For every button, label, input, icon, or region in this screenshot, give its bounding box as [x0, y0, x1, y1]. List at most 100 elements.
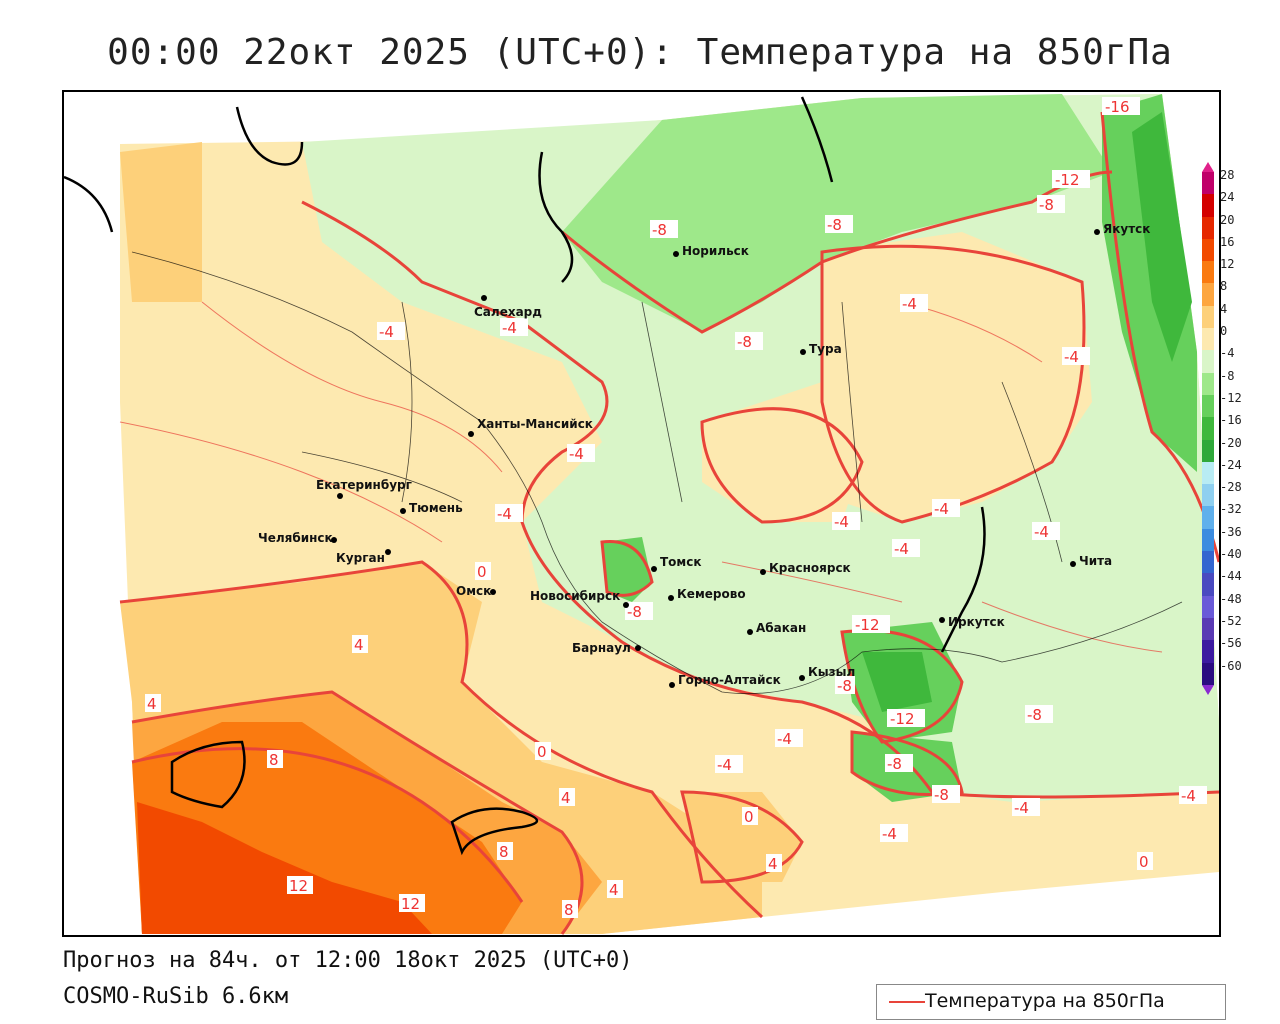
legend: Температура на 850гПа [876, 984, 1226, 1020]
colorbar-segment [1202, 350, 1214, 373]
svg-text:-8: -8 [1039, 196, 1054, 214]
colorbar-tick-label: 24 [1220, 190, 1235, 205]
colorbar-segment [1202, 172, 1214, 195]
svg-text:0: 0 [1139, 853, 1149, 871]
svg-text:-16: -16 [1105, 98, 1130, 116]
colorbar-segment [1202, 595, 1214, 618]
city-marker: Ханты-Мансийск [468, 417, 593, 437]
colorbar-tick-label: -4 [1220, 346, 1235, 361]
svg-text:-12: -12 [1055, 171, 1080, 189]
svg-text:-4: -4 [1064, 348, 1079, 366]
colorbar-segment [1202, 261, 1214, 284]
svg-text:Красноярск: Красноярск [769, 561, 851, 575]
contour-label: 4 [145, 694, 161, 713]
contour-label: -4 [495, 504, 523, 523]
svg-text:Омск: Омск [456, 584, 491, 598]
contour-label: -16 [1102, 97, 1140, 116]
colorbar-top-arrow [1202, 162, 1214, 172]
colorbar-tick-label: -40 [1220, 547, 1242, 562]
svg-text:-8: -8 [737, 333, 752, 351]
colorbar-tick-label: -28 [1220, 480, 1242, 495]
svg-text:Томск: Томск [660, 555, 702, 569]
map-title: 00:00 22окт 2025 (UTC+0): Температура на… [107, 32, 1173, 73]
city-marker: Горно-Алтайск [669, 673, 781, 688]
svg-text:Барнаул: Барнаул [572, 641, 631, 655]
colorbar-segment [1202, 573, 1214, 596]
city-marker: Кызыл [799, 665, 855, 681]
colorbar-segment [1202, 617, 1214, 641]
colorbar-segment [1202, 305, 1214, 329]
svg-text:-4: -4 [882, 825, 897, 843]
colorbar-segment [1202, 551, 1214, 574]
svg-text:-4: -4 [569, 445, 584, 463]
colorbar-tick-label: -36 [1220, 524, 1242, 539]
svg-text:-4: -4 [502, 319, 517, 337]
contour-label: 8 [497, 842, 513, 861]
contour-label: -4 [900, 294, 928, 313]
legend-swatch [889, 1001, 925, 1003]
colorbar-tick-label: 8 [1220, 279, 1228, 294]
svg-text:0: 0 [744, 808, 754, 826]
contour-label: -12 [887, 709, 925, 728]
contour-label: 0 [475, 562, 491, 581]
contour-label: 0 [1137, 852, 1153, 871]
colorbar-tick-label: -44 [1220, 569, 1242, 584]
colorbar-segment [1202, 394, 1214, 418]
colorbar-tick-label: 16 [1220, 234, 1235, 249]
colorbar-labels: 28 24 20 16 12 8 4 0 -4 -8 -12 -16 -20 -24 -28 -32 -36 -4… [1220, 164, 1242, 677]
contour-label: -8 [932, 785, 960, 804]
svg-text:Кызыл: Кызыл [808, 665, 855, 679]
colorbar-tick-label: 28 [1220, 168, 1235, 182]
colorbar-segment [1202, 194, 1214, 217]
svg-text:-4: -4 [1181, 787, 1196, 805]
contour-label: 4 [607, 880, 623, 899]
colorbar-tick-label: -48 [1220, 591, 1242, 606]
colorbar-segment [1202, 640, 1214, 663]
svg-text:Абакан: Абакан [756, 621, 806, 635]
colorbar-segment [1202, 216, 1214, 239]
city-marker: Норильск [673, 244, 749, 258]
contour-label: -4 [1179, 786, 1207, 805]
colorbar-tick-label: -8 [1220, 368, 1235, 383]
contour-label: -4 [715, 755, 743, 774]
contour-label: -8 [1025, 705, 1053, 724]
colorbar-tick-label: -32 [1220, 502, 1242, 517]
contour-label: 4 [766, 854, 782, 873]
svg-text:4: 4 [609, 881, 619, 899]
colorbar-tick-label: 4 [1220, 301, 1228, 316]
svg-text:4: 4 [561, 789, 571, 807]
city-marker: Новосибирск [530, 589, 629, 608]
colorbar-segment [1202, 328, 1214, 351]
svg-text:Норильск: Норильск [682, 244, 749, 258]
svg-text:Тура: Тура [809, 342, 842, 356]
colorbar-tick-label: -56 [1220, 636, 1242, 651]
city-marker: Чита [1070, 554, 1112, 568]
svg-text:Якутск: Якутск [1103, 222, 1150, 236]
contour-label: -8 [650, 220, 678, 239]
colorbar-tick-label: -24 [1220, 457, 1242, 472]
city-marker: Томск [651, 555, 702, 572]
city-marker: Абакан [747, 621, 806, 635]
city-marker: Челябинск [258, 531, 337, 545]
svg-text:-4: -4 [902, 295, 917, 313]
city-marker: Тюмень [400, 501, 463, 515]
contour-label: 8 [562, 900, 578, 919]
contour-label: -4 [775, 729, 803, 748]
svg-text:-8: -8 [837, 677, 852, 695]
contour-label: -4 [832, 512, 860, 531]
contour-label: -4 [932, 499, 960, 518]
contour-label: -4 [892, 539, 920, 558]
svg-text:Тюмень: Тюмень [409, 501, 463, 515]
contour-label: -8 [885, 754, 913, 773]
contour-label: -8 [1037, 195, 1065, 214]
colorbar-tick-label: -16 [1220, 413, 1242, 428]
colorbar-tick-label: 0 [1220, 324, 1228, 339]
city-marker: Курган [336, 549, 391, 565]
svg-text:Чита: Чита [1079, 554, 1112, 568]
colorbar-segment [1202, 439, 1214, 462]
city-marker: Иркутск [939, 615, 1005, 629]
svg-text:-4: -4 [834, 513, 849, 531]
colorbar-tick-label: -52 [1220, 613, 1242, 628]
colorbar-segment [1202, 283, 1214, 306]
contour-label: 8 [267, 750, 283, 769]
